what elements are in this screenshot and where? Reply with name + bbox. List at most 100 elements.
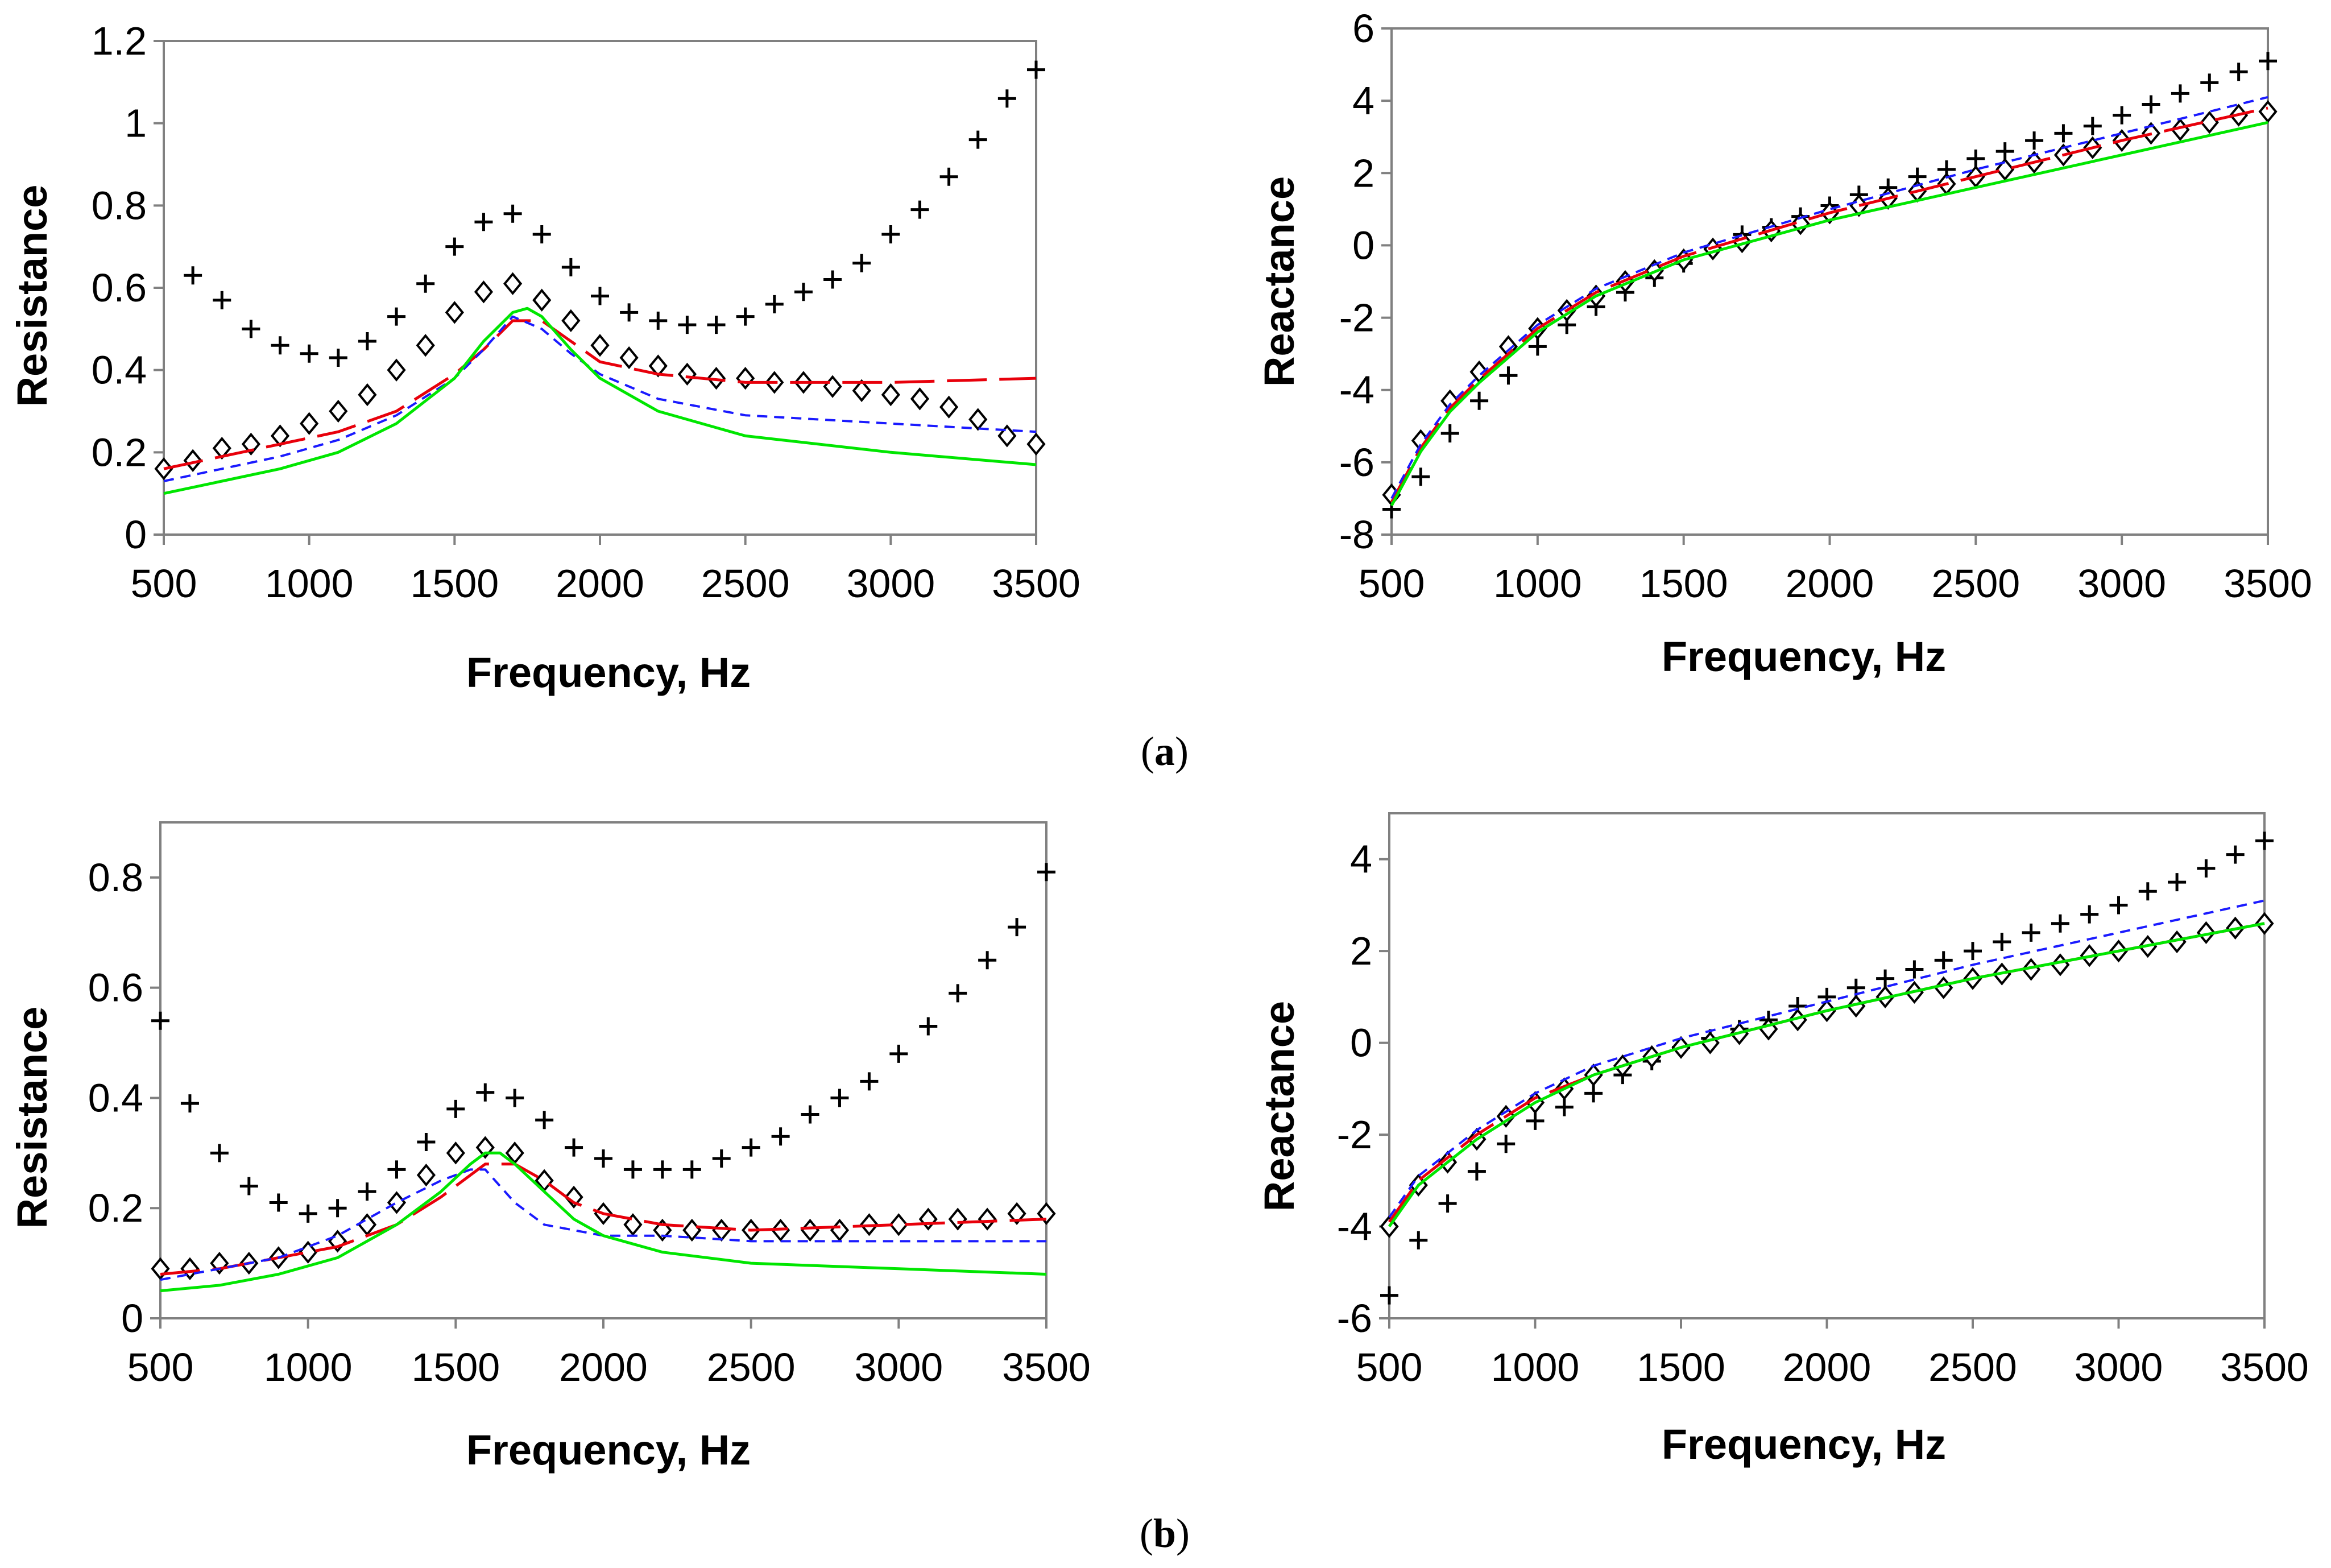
diamond-marker — [446, 1141, 465, 1165]
plus-marker — [1037, 863, 1055, 882]
y-tick-label: 0.4 — [92, 348, 147, 392]
x-tick-label: 1000 — [1493, 561, 1582, 606]
panel-label-a-close: ) — [1175, 729, 1189, 774]
plus-marker — [299, 1204, 317, 1223]
plus-marker — [2197, 859, 2216, 878]
y-tick-label: -6 — [1339, 440, 1374, 485]
plus-marker — [2083, 117, 2102, 135]
plus-marker — [852, 254, 871, 272]
plus-marker — [1966, 149, 1985, 168]
plus-marker — [968, 130, 987, 149]
diamond-marker — [1759, 1017, 1778, 1041]
diamond-marker — [623, 1213, 643, 1236]
diamond-marker — [241, 432, 260, 456]
plus-marker — [1876, 969, 1895, 988]
plus-marker — [1440, 424, 1459, 442]
x-tick-label: 3500 — [2224, 561, 2312, 606]
series-layer — [154, 60, 1046, 495]
x-tick-label: 2500 — [707, 1345, 796, 1389]
red-dashed-line — [160, 1162, 1047, 1276]
plus-marker — [213, 291, 231, 309]
diamond-marker — [1026, 432, 1046, 456]
plus-marker — [1993, 933, 2011, 951]
svg-text:(b): (b) — [1140, 1511, 1190, 1556]
plus-marker — [594, 1149, 612, 1168]
y-tick-label: 0.2 — [92, 430, 147, 474]
plus-marker — [2138, 882, 2157, 901]
plus-marker — [1934, 951, 1953, 970]
plot-area: 0 0.2 0.4 0.6 0.8 1 1.2 500 1000 1500 2000 2500 3000… — [92, 19, 1080, 606]
x-axis-title: Frequency, Hz — [466, 649, 751, 696]
diamond-marker — [2200, 111, 2219, 134]
x-tick-label: 500 — [127, 1345, 194, 1389]
x-tick-label: 2000 — [1786, 561, 1874, 606]
diamond-marker — [1791, 212, 1810, 235]
x-tick-label: 2500 — [1928, 1345, 2017, 1389]
diamond-marker — [619, 346, 639, 370]
plus-marker — [269, 1193, 288, 1212]
plus-marker — [1380, 1286, 1398, 1305]
diamond-marker — [881, 383, 900, 407]
plus-marker — [561, 258, 580, 276]
plus-marker — [1528, 337, 1547, 356]
plus-marker — [949, 984, 967, 1003]
y-tick-label: -4 — [1339, 368, 1374, 412]
diamond-marker — [677, 362, 697, 386]
diamond-marker — [889, 1213, 908, 1236]
diamond-marker — [387, 1191, 407, 1214]
plus-marker — [358, 332, 376, 351]
y-tick-label: 0.2 — [88, 1186, 143, 1230]
panel-label-a-letter: a — [1154, 729, 1175, 774]
plus-marker — [2022, 923, 2040, 942]
plus-marker — [2200, 73, 2219, 92]
diamond-marker — [910, 387, 930, 411]
diamond-marker — [416, 1163, 436, 1187]
plus-marker — [2025, 131, 2044, 150]
plus-marker — [620, 303, 639, 322]
x-tick-label: 2000 — [559, 1345, 648, 1389]
x-tick-label: 3000 — [846, 561, 935, 606]
diamond-marker — [800, 1218, 820, 1242]
x-tick-label: 1500 — [1639, 561, 1728, 606]
diamond-marker — [852, 379, 871, 402]
plus-marker — [653, 1160, 672, 1179]
plus-marker — [1438, 1194, 1457, 1213]
plus-marker — [2229, 63, 2248, 81]
plot-frame — [1390, 27, 2269, 536]
x-tick-label: 1000 — [264, 1345, 353, 1389]
plus-marker — [210, 1144, 229, 1162]
diamond-marker — [1732, 230, 1752, 254]
plus-marker — [2051, 914, 2069, 933]
x-tick-label: 2000 — [1783, 1345, 1872, 1389]
x-axis-title: Frequency, Hz — [1662, 633, 1946, 680]
panel-label-a: (a) — [1141, 729, 1189, 774]
diamond-marker — [823, 375, 842, 398]
plus-marker — [1470, 391, 1489, 410]
plus-marker — [889, 1044, 908, 1063]
diamond-marker — [736, 366, 755, 390]
plus-marker — [997, 89, 1016, 108]
y-axis-title: Resistance — [9, 185, 56, 407]
y-tick-label: -2 — [1337, 1112, 1372, 1157]
x-tick-label: 2500 — [1931, 561, 2020, 606]
x-tick-label: 2500 — [701, 561, 790, 606]
plus-marker — [1584, 1084, 1603, 1103]
x-tick-label: 1500 — [410, 561, 499, 606]
x-tick-label: 500 — [1356, 1345, 1423, 1389]
y-tick-label: 0.6 — [92, 266, 147, 310]
x-tick-label: 3000 — [2077, 561, 2166, 606]
plus-marker — [445, 237, 464, 256]
diamond-marker — [564, 1185, 583, 1209]
series-layer — [1382, 52, 2278, 519]
y-tick-label: -6 — [1337, 1296, 1372, 1341]
plus-marker — [358, 1182, 376, 1201]
plus-marker — [830, 1089, 849, 1107]
plus-marker — [682, 1160, 701, 1179]
diamond-marker — [561, 309, 581, 333]
plus-marker — [532, 225, 551, 243]
y-axis-title: Resistance — [9, 1007, 56, 1229]
plus-marker — [823, 270, 842, 289]
x-tick-label: 3000 — [854, 1345, 943, 1389]
diamond-marker — [939, 395, 959, 419]
